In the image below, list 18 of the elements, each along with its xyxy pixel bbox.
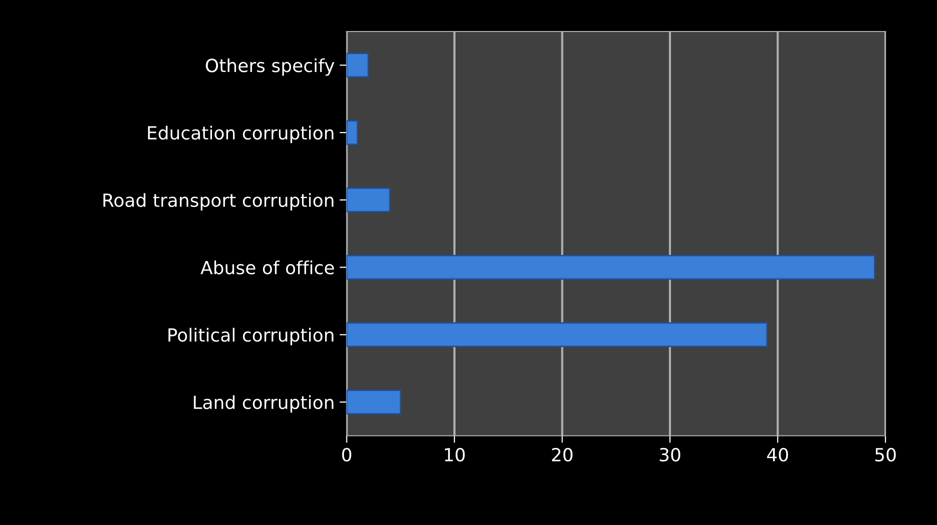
x-tick-label: 10	[444, 448, 465, 462]
y-tick-label: Others specify	[206, 58, 334, 76]
bar	[346, 187, 390, 212]
bar	[346, 120, 358, 146]
bar	[346, 390, 402, 415]
x-tick-label: 40	[767, 448, 788, 462]
x-tick-label: 0	[342, 448, 352, 462]
bar	[346, 52, 369, 78]
bar	[346, 322, 768, 348]
y-tick-label: Political corruption	[168, 328, 334, 346]
y-tick-label: Abuse of office	[200, 260, 334, 274]
y-tick-label: Land corruption	[194, 395, 334, 413]
x-tick-label: 50	[875, 448, 896, 462]
bar	[346, 254, 876, 280]
x-tick-label: 20	[552, 448, 572, 462]
y-tick-label: Road transport corruption	[103, 193, 334, 211]
y-tick-label: Education corruption	[148, 126, 334, 144]
x-tick-label: 30	[660, 448, 680, 462]
